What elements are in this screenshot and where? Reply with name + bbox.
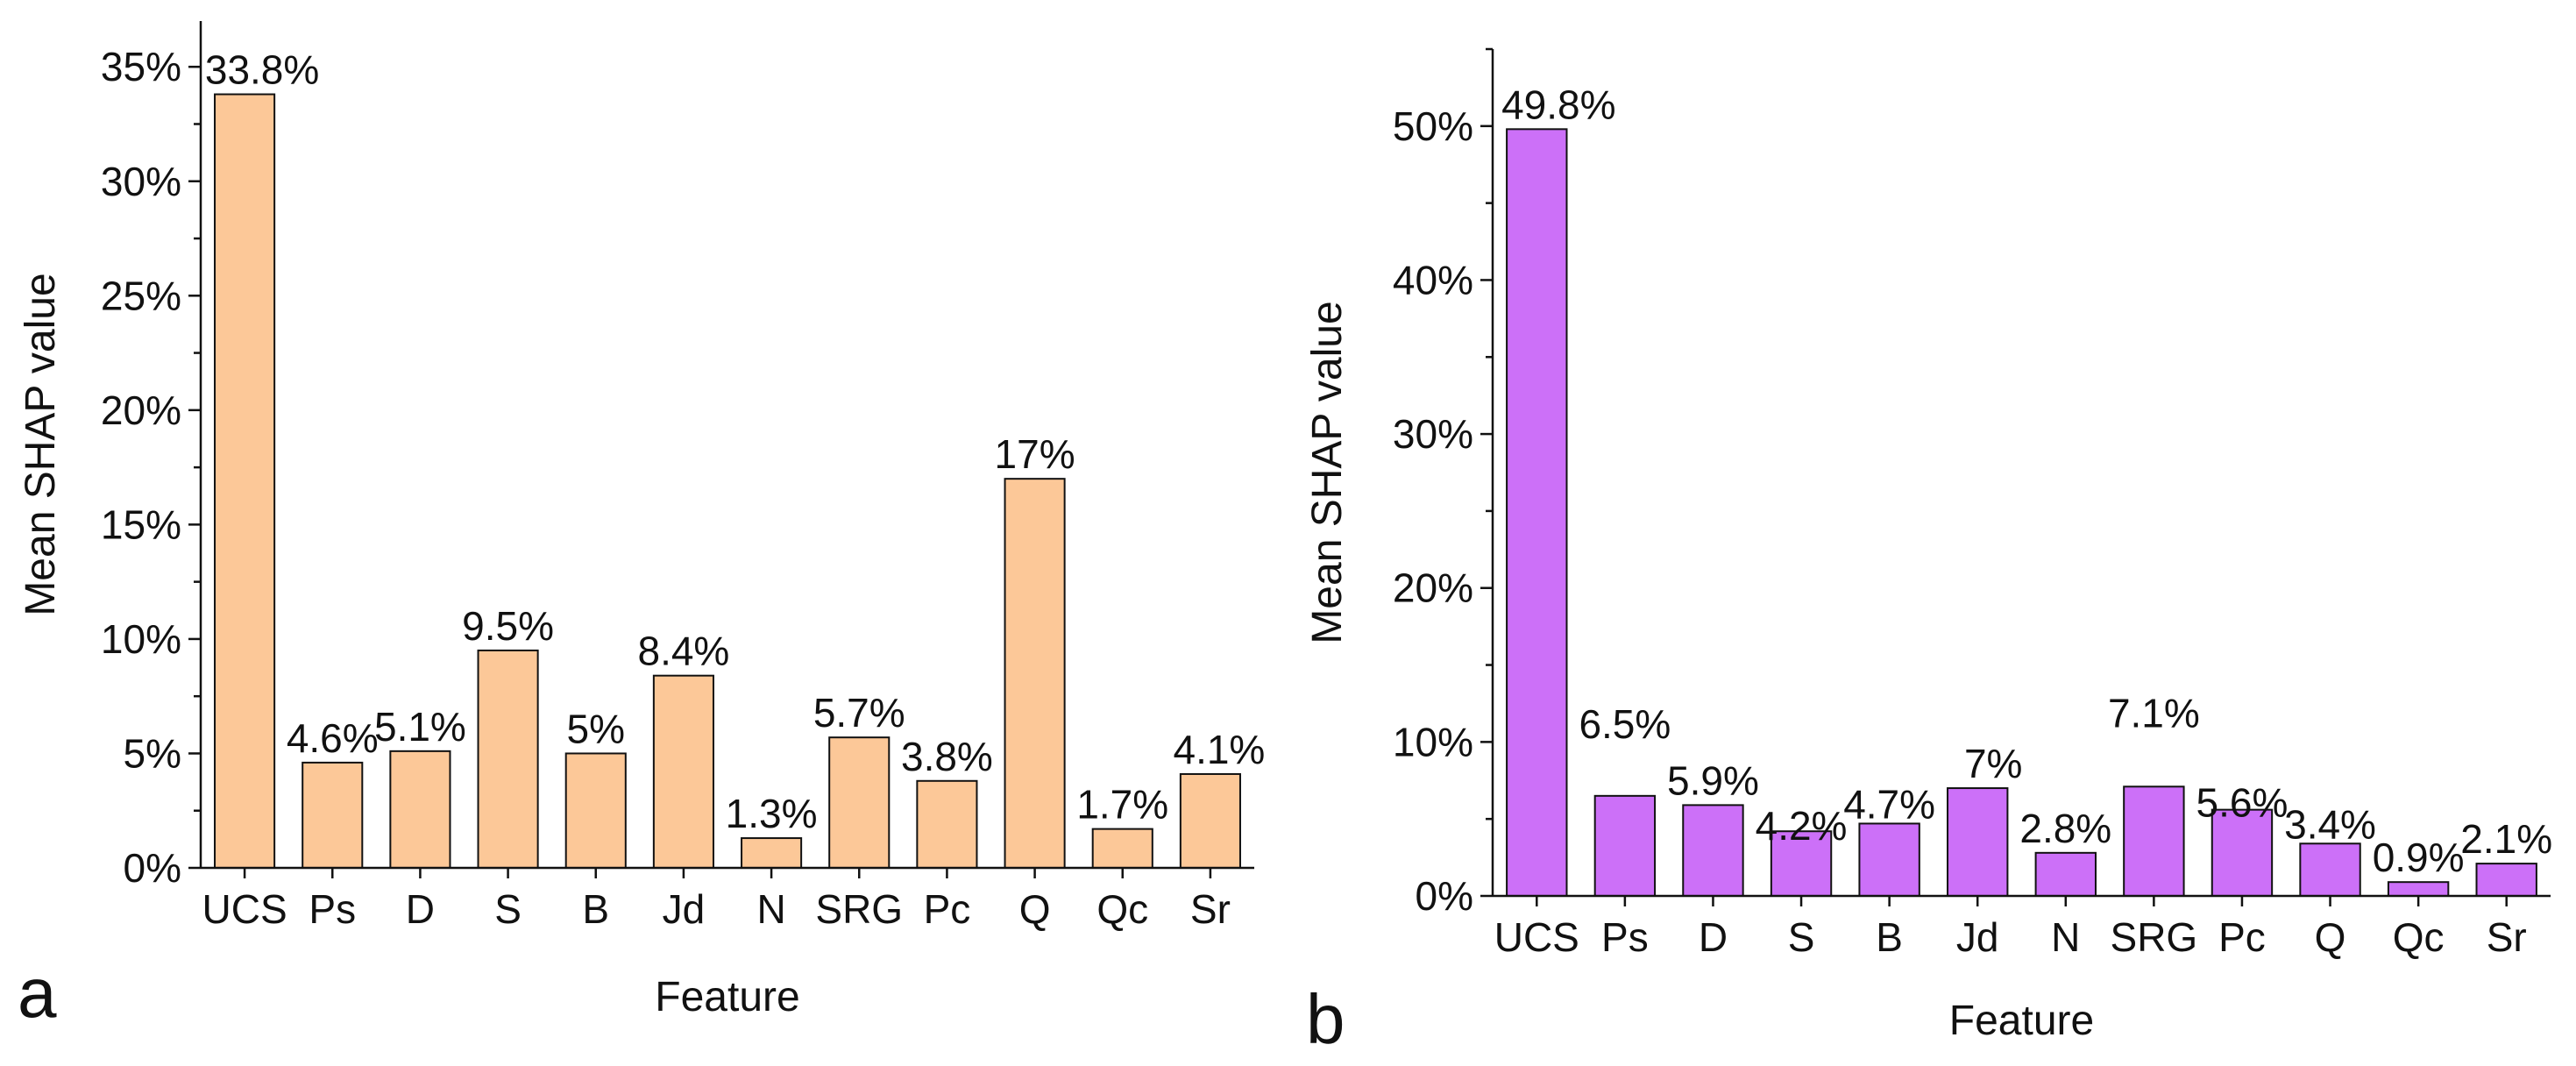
data-label-qc: 0.9%: [2373, 835, 2465, 880]
bar-q: [1004, 478, 1066, 869]
bar-ps: [302, 761, 364, 870]
data-label-sr: 4.1%: [1173, 727, 1265, 772]
bar-b: [1858, 822, 1920, 898]
x-axis-title: Feature: [655, 974, 799, 1020]
y-tick-label: 10%: [101, 616, 181, 662]
bar-ps: [1593, 794, 1657, 897]
x-tick-label-jd: Jd: [663, 886, 706, 932]
bar-d: [1682, 804, 1744, 898]
x-tick-label-s: S: [494, 886, 522, 932]
bar-n: [2034, 851, 2097, 898]
x-tick-label-d: D: [1699, 914, 1728, 960]
panel-letter: a: [18, 954, 57, 1032]
x-tick-label-sr: Sr: [1190, 886, 1231, 932]
x-axis-title: Feature: [1949, 998, 2094, 1044]
data-label-jd: 7%: [1964, 741, 2022, 786]
y-tick-label: 5%: [124, 730, 181, 776]
bar-d: [389, 750, 451, 869]
x-tick-label-q: Q: [2315, 914, 2346, 960]
x-tick-label-pc: Pc: [2218, 914, 2266, 960]
x-tick-label-jd: Jd: [1956, 914, 1999, 960]
data-label-d: 5.9%: [1667, 757, 1759, 803]
bar-ucs: [1506, 128, 1568, 897]
data-label-q: 3.4%: [2284, 801, 2376, 847]
x-tick-label-ucs: UCS: [202, 886, 287, 932]
data-label-d: 5.1%: [374, 704, 466, 750]
x-tick-label-d: D: [406, 886, 435, 932]
x-tick-label-n: N: [756, 886, 785, 932]
bar-b: [564, 752, 627, 870]
bar-jd: [652, 674, 714, 869]
data-label-sr: 2.1%: [2460, 816, 2552, 862]
x-tick-label-sr: Sr: [2487, 914, 2527, 960]
bar-sr: [2475, 863, 2537, 898]
x-tick-label-n: N: [2051, 914, 2080, 960]
data-label-ps: 6.5%: [1579, 701, 1671, 747]
y-tick-label: 50%: [1393, 103, 1473, 149]
y-tick-label: 20%: [101, 387, 181, 433]
chart-panel-b: 0% 10% 20% 30% 40% 50% UCS Ps D S B Jd N SRG Pc Q Qc Sr 49…: [1304, 47, 2552, 1058]
y-tick-label: 0%: [1416, 873, 1473, 919]
data-label-pc: 3.8%: [901, 734, 993, 779]
x-tick-label-b: B: [1876, 914, 1903, 960]
data-label-n: 2.8%: [2019, 806, 2111, 851]
bar-q: [2299, 842, 2361, 897]
y-tick-label: 30%: [101, 159, 181, 204]
data-label-b: 5%: [567, 706, 625, 751]
data-label-b: 4.7%: [1843, 781, 1935, 827]
x-tick-label-q: Q: [1019, 886, 1051, 932]
bar-srg: [828, 736, 891, 869]
bar-sr: [1179, 772, 1241, 870]
x-tick-label-srg: SRG: [2111, 914, 2198, 960]
y-tick-label: 10%: [1393, 719, 1473, 764]
y-tick-label: 40%: [1393, 257, 1473, 302]
bar-s: [477, 649, 539, 869]
bar-pc: [916, 779, 978, 869]
x-tick-label-s: S: [1788, 914, 1815, 960]
y-tick-label: 0%: [124, 845, 181, 891]
y-tick-label: 20%: [1393, 565, 1473, 611]
data-label-ucs: 49.8%: [1501, 82, 1615, 127]
bar-s: [1770, 830, 1833, 897]
bar-srg: [2123, 785, 2185, 897]
bar-qc: [1091, 828, 1153, 869]
x-tick-label-ps: Ps: [1601, 914, 1649, 960]
data-label-n: 1.3%: [726, 791, 818, 836]
bar-n: [741, 837, 803, 869]
bar-jd: [1947, 787, 2009, 898]
data-label-ps: 4.6%: [287, 715, 379, 761]
x-tick-label-qc: Qc: [1096, 886, 1148, 932]
panel-letter: b: [1306, 980, 1345, 1058]
x-tick-label-srg: SRG: [815, 886, 903, 932]
y-tick-label: 35%: [101, 44, 181, 89]
y-tick-label: 25%: [101, 273, 181, 318]
chart-panel-a: 0% 5% 10% 15% 20% 25% 30% 35% UCS Ps D S B Jd N SRG Pc Q Q…: [18, 21, 1265, 1032]
data-label-s: 9.5%: [462, 603, 554, 649]
y-tick-label: 15%: [101, 501, 181, 547]
bar-pc: [2211, 808, 2274, 897]
data-label-srg: 7.1%: [2108, 690, 2200, 736]
x-tick-label-pc: Pc: [924, 886, 971, 932]
data-label-s: 4.2%: [1756, 803, 1848, 849]
data-label-ucs: 33.8%: [205, 47, 319, 93]
data-label-pc: 5.6%: [2196, 780, 2289, 826]
x-tick-label-ucs: UCS: [1494, 914, 1579, 960]
x-tick-label-ps: Ps: [309, 886, 356, 932]
bar-ucs: [214, 93, 276, 869]
data-label-jd: 8.4%: [637, 629, 729, 674]
y-tick-label: 30%: [1393, 411, 1473, 457]
x-tick-label-b: B: [582, 886, 609, 932]
bar-qc: [2387, 881, 2450, 898]
data-label-srg: 5.7%: [813, 690, 905, 736]
x-tick-label-qc: Qc: [2393, 914, 2445, 960]
data-label-qc: 1.7%: [1076, 782, 1168, 828]
y-axis-title: Mean SHAP value: [1304, 301, 1351, 643]
y-axis-title: Mean SHAP value: [18, 273, 64, 615]
data-label-q: 17%: [995, 431, 1075, 477]
